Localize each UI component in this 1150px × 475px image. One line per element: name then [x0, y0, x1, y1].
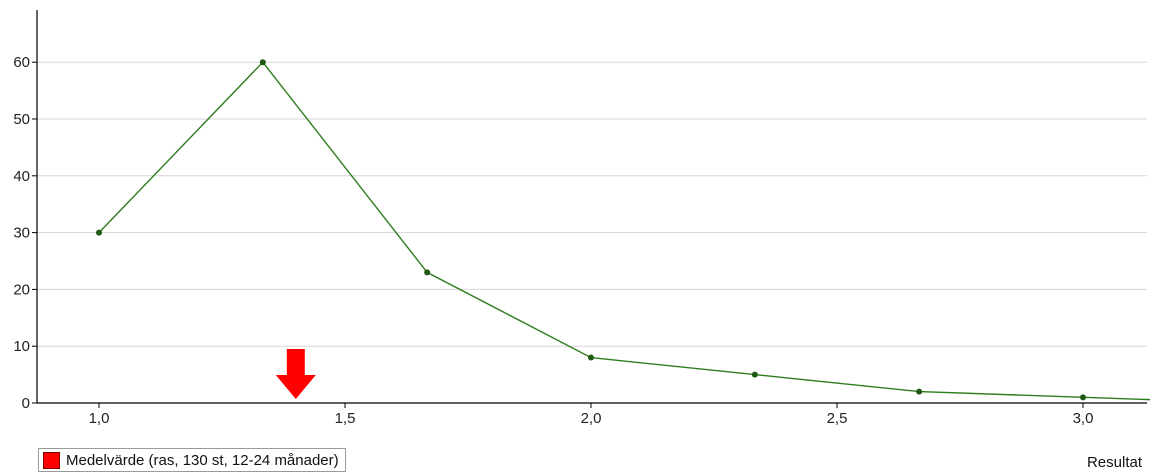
legend: Medelvärde (ras, 130 st, 12-24 månader): [38, 448, 346, 472]
data-point: [916, 388, 923, 395]
x-tick-label: 2,5: [827, 410, 848, 427]
data-point: [588, 354, 594, 361]
data-point: [96, 229, 102, 236]
legend-swatch: [43, 451, 60, 469]
series-line: [98, 61, 1150, 401]
y-tick-label: 10: [13, 338, 30, 355]
y-tick-label: 30: [13, 225, 30, 242]
y-tick-label: 20: [13, 281, 30, 298]
y-tick-label: 0: [22, 395, 30, 412]
x-tick-label: 1,5: [335, 410, 356, 427]
x-axis-label: Resultat: [1086, 454, 1142, 471]
legend-label: Medelvärde (ras, 130 st, 12-24 månader): [66, 451, 339, 469]
x-tick-label: 2,0: [581, 410, 602, 427]
mean-marker: [275, 349, 316, 399]
y-tick-label: 60: [13, 54, 30, 71]
y-tick-label: 50: [13, 111, 30, 128]
y-tick-label: 40: [13, 168, 30, 185]
x-tick-label: 3,0: [1073, 410, 1094, 427]
axes: [32, 10, 1147, 408]
data-point: [751, 371, 758, 378]
x-tick-label: 1,0: [89, 410, 110, 427]
series-group: [96, 59, 1150, 401]
data-point: [1080, 394, 1086, 401]
mean-arrow-icon: [275, 349, 316, 399]
grid-lines: [37, 61, 1147, 347]
data-point: [424, 269, 431, 276]
data-point: [259, 59, 266, 66]
